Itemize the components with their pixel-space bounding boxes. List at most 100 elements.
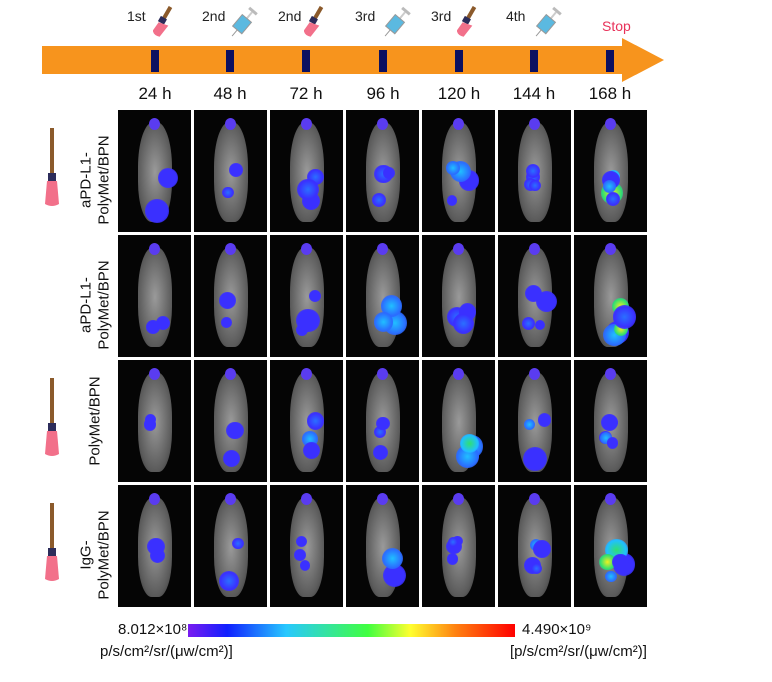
timepoint-marker [530, 50, 538, 72]
timepoint-marker [455, 50, 463, 72]
signal-spot [602, 179, 617, 194]
brush-icon [303, 5, 326, 45]
mouse-image [498, 485, 571, 607]
signal-spot [453, 118, 464, 130]
signal-spot [605, 243, 616, 255]
time-label: 48 h [213, 84, 247, 103]
dose-label: 2nd [278, 8, 302, 24]
syringe-icon [228, 6, 258, 45]
mouse-image [194, 110, 267, 232]
mouse-image [422, 235, 495, 357]
time-label: 144 h [512, 84, 556, 103]
signal-spot [294, 548, 306, 561]
row-label-line2: PolyMet/BPN [95, 510, 113, 600]
mouse-image [118, 360, 191, 482]
mouse-image [574, 235, 647, 357]
signal-spot [220, 317, 232, 328]
signal-spot [612, 553, 629, 571]
scale-unit-left: p/s/cm²/sr/(μw/cm²)] [100, 643, 233, 660]
dose-label: 3rd [355, 8, 376, 24]
signal-spot [301, 243, 312, 255]
signal-spot [534, 320, 545, 331]
signal-spot [382, 563, 406, 588]
signal-spot [605, 118, 616, 130]
signal-spot [228, 162, 243, 177]
scale-unit-right: [p/s/cm²/sr/(μw/cm²)] [510, 643, 647, 660]
signal-spot [523, 419, 535, 431]
signal-spot [219, 571, 240, 592]
signal-spot [302, 441, 320, 459]
signal-spot [529, 368, 540, 380]
signal-spot [157, 168, 178, 188]
signal-spot [383, 166, 395, 179]
mouse-image [422, 360, 495, 482]
signal-spot [218, 292, 236, 310]
timepoint-marker [151, 50, 159, 72]
mouse-image [346, 485, 419, 607]
signal-spot [301, 368, 312, 380]
mouse-image [270, 485, 343, 607]
signal-spot [446, 553, 458, 565]
dose-label: Stop [602, 18, 631, 34]
timeline-bar [42, 46, 624, 74]
signal-spot [537, 413, 552, 427]
signal-spot [306, 412, 325, 430]
row-label: PolyMet/BPN [87, 359, 105, 484]
signal-spot [606, 437, 619, 449]
time-label: 24 h [138, 84, 172, 103]
mouse-image [574, 110, 647, 232]
row-label-line2: PolyMet/BPN [86, 376, 104, 466]
signal-spot [530, 562, 543, 575]
signal-spot [299, 560, 310, 571]
signal-spot [301, 493, 312, 505]
signal-spot [156, 316, 170, 330]
row-label: IgG- PolyMet/BPN [78, 493, 114, 618]
signal-spot [222, 186, 234, 199]
mouse-image [574, 360, 647, 482]
syringe-icon [532, 6, 562, 45]
row-label-line1: IgG- [77, 540, 95, 570]
signal-spot [301, 118, 312, 130]
mouse-image [346, 360, 419, 482]
mouse-image [346, 110, 419, 232]
time-label: 72 h [289, 84, 323, 103]
signal-spot [446, 195, 457, 206]
signal-spot [225, 118, 236, 130]
signal-spot [371, 193, 386, 207]
signal-spot [529, 118, 540, 130]
signal-spot [147, 537, 165, 556]
mouse-image [118, 485, 191, 607]
mouse-image [346, 235, 419, 357]
signal-spot [372, 444, 389, 461]
signal-spot [529, 179, 541, 192]
signal-spot [377, 118, 388, 130]
signal-spot [232, 537, 244, 550]
time-label: 96 h [366, 84, 400, 103]
signal-spot [599, 553, 616, 570]
timepoint-marker [379, 50, 387, 72]
signal-spot [529, 243, 540, 255]
signal-spot [225, 368, 236, 380]
brush-icon [44, 128, 60, 213]
mouse-image [498, 235, 571, 357]
timepoint-marker [226, 50, 234, 72]
mouse-image [574, 485, 647, 607]
signal-spot [225, 493, 236, 505]
signal-spot [605, 571, 617, 583]
signal-spot [529, 493, 540, 505]
mouse-body [290, 497, 324, 597]
dose-label: 2nd [202, 8, 226, 24]
signal-spot [297, 179, 319, 201]
signal-spot [149, 243, 160, 255]
row-label-line2: PolyMet/BPN [95, 260, 113, 350]
signal-spot [453, 243, 464, 255]
signal-spot [145, 199, 169, 223]
mouse-image [422, 110, 495, 232]
signal-spot [380, 294, 403, 317]
signal-spot [605, 192, 620, 206]
color-scale-bar [188, 624, 515, 637]
brush-icon [152, 5, 175, 45]
signal-spot [296, 308, 320, 333]
mouse-image [118, 235, 191, 357]
